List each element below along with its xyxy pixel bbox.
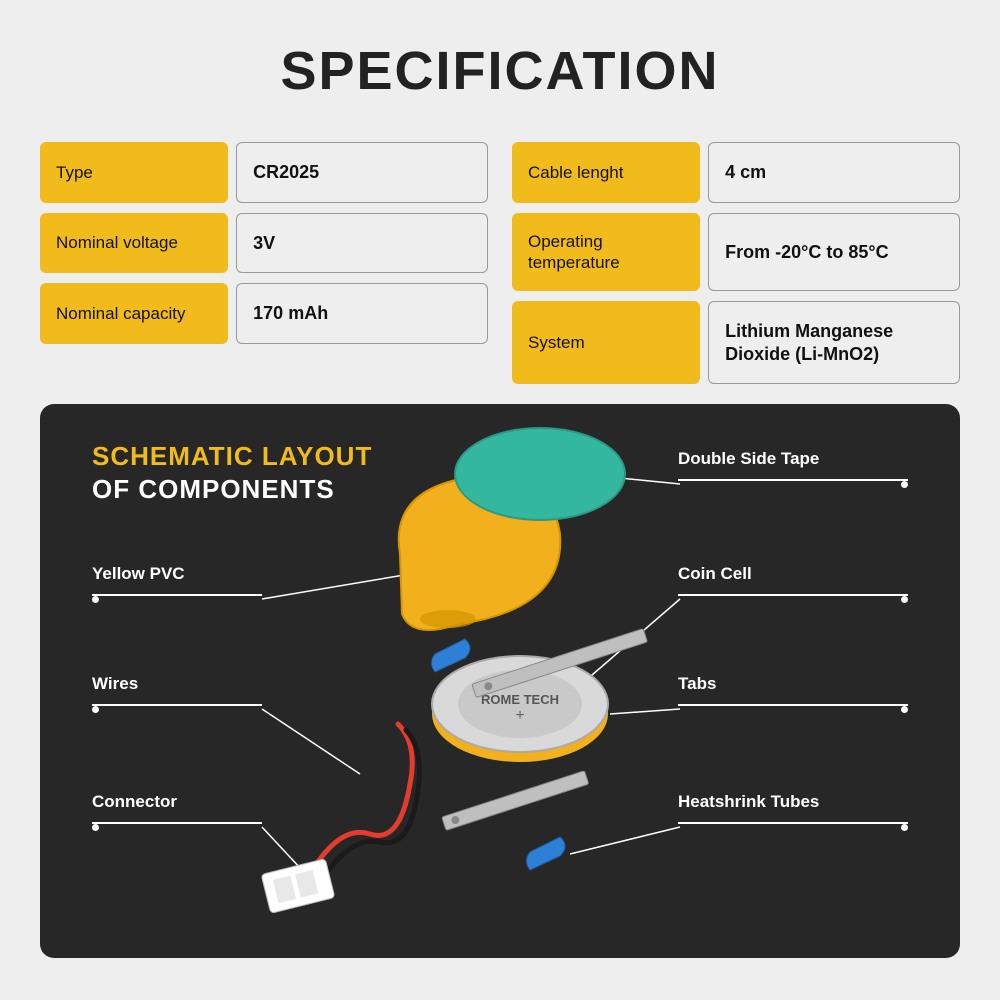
spec-label: System — [512, 301, 700, 384]
spec-label: Type — [40, 142, 228, 203]
page-title: SPECIFICATION — [40, 40, 960, 102]
svg-text:+: + — [515, 707, 524, 724]
spec-grid: Type CR2025 Nominal voltage 3V Nominal c… — [40, 142, 960, 384]
spec-value: From -20°C to 85°C — [708, 213, 960, 292]
spec-label: Nominal voltage — [40, 213, 228, 274]
spec-col-left: Type CR2025 Nominal voltage 3V Nominal c… — [40, 142, 488, 384]
spec-value: 170 mAh — [236, 283, 488, 344]
tape-icon — [455, 428, 625, 520]
spec-row: Cable lenght 4 cm — [512, 142, 960, 203]
wires-icon — [310, 724, 420, 880]
heatshrink-tube-icon — [527, 837, 566, 870]
schematic-panel: SCHEMATIC LAYOUT OF COMPONENTS Yellow PV… — [40, 404, 960, 958]
spec-label: Operating temperature — [512, 213, 700, 292]
spec-row: Nominal voltage 3V — [40, 213, 488, 274]
exploded-illustration: ROME TECH + — [40, 404, 960, 958]
connector-icon — [261, 859, 335, 914]
spec-value: CR2025 — [236, 142, 488, 203]
spec-label: Nominal capacity — [40, 283, 228, 344]
spec-row: System Lithium Manganese Dioxide (Li-MnO… — [512, 301, 960, 384]
spec-label: Cable lenght — [512, 142, 700, 203]
spec-row: Operating temperature From -20°C to 85°C — [512, 213, 960, 292]
spec-row: Type CR2025 — [40, 142, 488, 203]
tab-icon — [442, 771, 589, 831]
spec-row: Nominal capacity 170 mAh — [40, 283, 488, 344]
spec-value: Lithium Manganese Dioxide (Li-MnO2) — [708, 301, 960, 384]
spec-col-right: Cable lenght 4 cm Operating temperature … — [512, 142, 960, 384]
spec-value: 4 cm — [708, 142, 960, 203]
svg-text:ROME TECH: ROME TECH — [481, 692, 559, 707]
spec-value: 3V — [236, 213, 488, 274]
